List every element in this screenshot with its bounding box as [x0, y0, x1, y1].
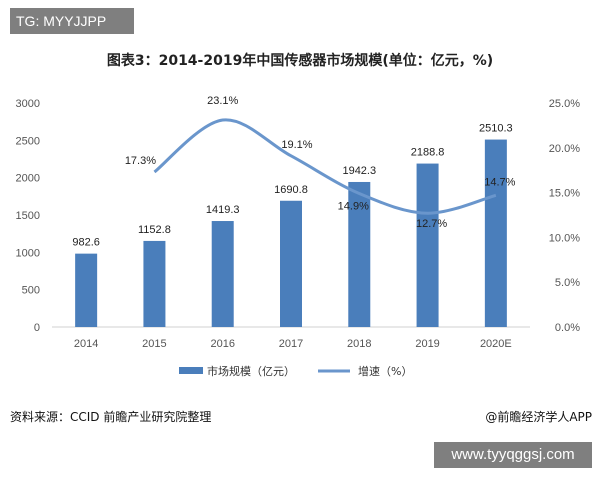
left-tick-label: 3000 [16, 98, 40, 110]
bar-value-label: 982.6 [72, 237, 100, 249]
x-axis: 2014 2015 2016 2017 2018 2019 2020E [74, 338, 512, 350]
x-tick-label: 2015 [142, 338, 166, 350]
bar-series [75, 139, 507, 327]
left-tick-label: 2500 [16, 135, 40, 147]
right-tick-label: 10.0% [549, 232, 580, 244]
growth-value-label: 12.7% [416, 218, 447, 230]
bar [75, 253, 98, 327]
left-tick-label: 1000 [16, 247, 40, 259]
right-axis: 0.0% 5.0% 10.0% 15.0% 20.0% 25.0% [549, 98, 580, 334]
bar [348, 181, 371, 327]
bar [280, 200, 302, 327]
legend-bar-label: 市场规模（亿元） [207, 364, 295, 378]
growth-value-label: 14.9% [338, 200, 369, 212]
legend-line-label: 增速（%） [358, 364, 412, 378]
growth-value-label: 17.3% [125, 155, 156, 167]
bar [484, 139, 507, 327]
right-tick-label: 15.0% [549, 188, 580, 200]
bar-value-label: 1690.8 [274, 184, 308, 196]
line-labels: 17.3% 23.1% 19.1% 14.9% 12.7% 14.7% [125, 95, 516, 230]
chart: 0 500 1000 1500 2000 2500 3000 0.0% 5.0% 10.0% 15… [16, 95, 581, 378]
right-tick-label: 0.0% [555, 322, 580, 334]
legend-bar-swatch [179, 367, 203, 374]
x-tick-label: 2020E [480, 338, 512, 350]
bar-value-label: 2510.3 [479, 123, 513, 135]
bar-value-label: 1419.3 [206, 204, 240, 216]
bar-value-label: 2188.8 [411, 147, 445, 159]
left-tick-label: 0 [34, 322, 40, 334]
chart-title: 图表3：2014-2019年中国传感器市场规模(单位：亿元，%) [106, 53, 494, 69]
bar-value-label: 1152.8 [138, 224, 171, 236]
bar-labels: 982.6 1152.8 1419.3 1690.8 1942.3 2188.8 2510.… [72, 123, 512, 249]
right-tick-label: 25.0% [549, 98, 580, 110]
right-tick-label: 20.0% [549, 143, 580, 155]
top-tag: TG: MYYJJPP [10, 8, 134, 34]
bar [211, 221, 234, 327]
x-tick-label: 2016 [210, 338, 234, 350]
growth-value-label: 23.1% [207, 95, 238, 107]
right-tick-label: 5.0% [555, 277, 580, 289]
source-note: 资料来源：CCID 前瞻产业研究院整理 [10, 410, 212, 424]
left-axis: 0 500 1000 1500 2000 2500 3000 [16, 98, 40, 334]
bar [416, 163, 439, 327]
growth-line [153, 118, 497, 215]
site-badge: www.tyyqggsj.com [434, 442, 592, 468]
bar [143, 240, 166, 327]
bar-value-label: 1942.3 [342, 165, 376, 177]
growth-value-label: 19.1% [281, 139, 312, 151]
x-tick-label: 2017 [279, 338, 303, 350]
x-tick-label: 2014 [74, 338, 98, 350]
left-tick-label: 2000 [16, 173, 40, 185]
credit-note: @前瞻经济学人APP [485, 410, 592, 424]
growth-value-label: 14.7% [484, 176, 515, 188]
left-tick-label: 500 [22, 285, 40, 297]
left-tick-label: 1500 [16, 210, 40, 222]
legend: 市场规模（亿元） 增速（%） [179, 364, 412, 378]
x-tick-label: 2018 [347, 338, 371, 350]
x-tick-label: 2019 [415, 338, 439, 350]
